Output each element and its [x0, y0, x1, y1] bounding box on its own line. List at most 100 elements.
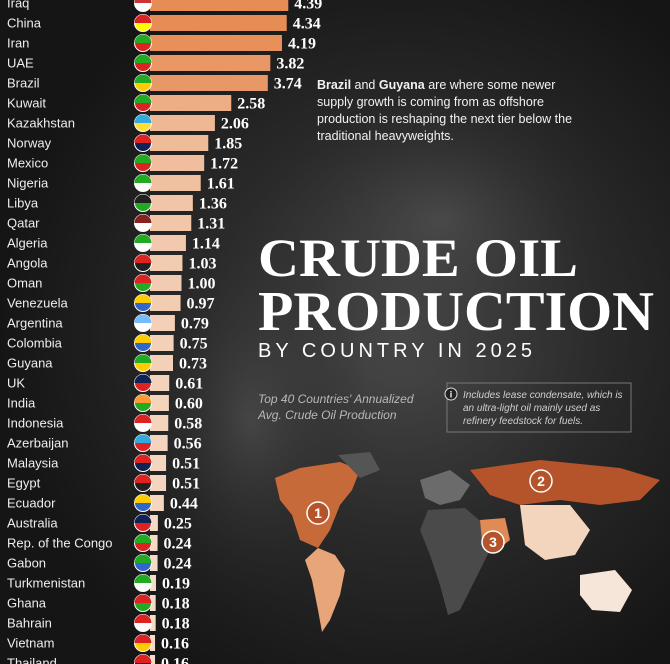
bar	[150, 15, 287, 31]
value-label: 1.03	[188, 256, 216, 273]
flag-band	[134, 514, 152, 523]
bar	[150, 575, 156, 591]
flag-band	[134, 74, 152, 83]
flag-band	[134, 0, 152, 3]
chart-title-line: PRODUCTION	[258, 281, 654, 343]
value-label: 0.97	[187, 296, 215, 313]
flag-band	[134, 34, 152, 43]
category-label: Turkmenistan	[7, 576, 85, 591]
category-label: China	[7, 16, 42, 31]
bar	[150, 555, 158, 571]
value-label: 1.85	[214, 136, 242, 153]
bar	[150, 475, 167, 491]
map-marker-label: 2	[537, 473, 545, 489]
value-label: 0.51	[172, 456, 200, 473]
value-label: 0.25	[164, 516, 192, 533]
category-label: Indonesia	[7, 416, 64, 431]
flag-band	[134, 594, 152, 603]
value-label: 0.16	[161, 636, 189, 653]
bar	[150, 255, 183, 271]
category-label: Algeria	[7, 236, 48, 251]
bar	[150, 495, 164, 511]
bar	[150, 315, 175, 331]
bar	[150, 395, 169, 411]
flag-band	[134, 614, 152, 623]
flag-band	[134, 354, 152, 363]
bar	[150, 155, 205, 171]
bar	[150, 515, 158, 531]
value-label: 1.00	[188, 276, 216, 293]
category-label: Ghana	[7, 596, 47, 611]
category-label: Bahrain	[7, 616, 52, 631]
annotation-text: and	[354, 78, 376, 92]
map-marker-label: 3	[489, 534, 497, 550]
map-region	[420, 470, 470, 505]
bar	[150, 275, 182, 291]
value-label: 0.24	[164, 536, 192, 553]
category-label: Qatar	[7, 216, 40, 231]
category-label: Gabon	[7, 556, 46, 571]
annotation-name: Brazil	[317, 78, 352, 92]
map-region	[520, 505, 590, 560]
bar	[150, 55, 271, 71]
flag-band	[134, 194, 152, 203]
category-label: Oman	[7, 276, 42, 291]
flag-band	[134, 494, 152, 503]
bar	[150, 535, 158, 551]
category-label: Azerbaijan	[7, 436, 68, 451]
bar	[150, 455, 167, 471]
bar	[150, 195, 193, 211]
bar	[150, 295, 181, 311]
category-label: Iran	[7, 36, 29, 51]
category-label: Malaysia	[7, 456, 59, 471]
flag-band	[134, 374, 152, 383]
annotation: Brazil and Guyana are where some newer s…	[317, 77, 579, 145]
value-label: 1.61	[207, 176, 235, 193]
category-label: Brazil	[7, 76, 40, 91]
value-label: 0.44	[170, 496, 198, 513]
map-region	[580, 570, 632, 612]
value-label: 3.82	[276, 56, 304, 73]
flag-band	[134, 634, 152, 643]
flag-band	[134, 414, 152, 423]
value-label: 0.73	[179, 356, 207, 373]
bar	[150, 355, 173, 371]
value-label: 4.34	[293, 16, 321, 33]
value-label: 0.18	[162, 596, 190, 613]
map-markers: 1 2 3	[306, 469, 553, 554]
value-label: 0.16	[161, 656, 189, 664]
chart-title-line: CRUDE OIL	[258, 228, 578, 288]
value-label: 0.60	[175, 396, 203, 413]
flag-band	[134, 214, 152, 223]
map-region	[420, 508, 490, 615]
flag-band	[134, 154, 152, 163]
bar	[150, 615, 156, 631]
bar	[150, 215, 192, 231]
value-label: 0.24	[164, 556, 192, 573]
category-label: Kazakhstan	[7, 116, 75, 131]
category-label: Argentina	[7, 316, 63, 331]
value-label: 1.31	[197, 216, 225, 233]
bar	[150, 635, 156, 651]
value-label: 0.58	[174, 416, 202, 433]
flag-band	[134, 234, 152, 243]
value-label: 1.36	[199, 196, 227, 213]
flag-band	[134, 274, 152, 283]
category-label: Nigeria	[7, 176, 49, 191]
value-label: 0.61	[175, 376, 203, 393]
bar	[150, 95, 232, 111]
bar	[150, 115, 215, 131]
value-label: 4.19	[288, 36, 316, 53]
flag-band	[134, 434, 152, 443]
category-label: Colombia	[7, 336, 63, 351]
value-label: 0.79	[181, 316, 209, 333]
category-label: India	[7, 396, 36, 411]
value-label: 0.19	[162, 576, 190, 593]
bar	[150, 35, 282, 51]
category-label: Guyana	[7, 356, 53, 371]
category-label: Thailand	[7, 656, 57, 664]
category-label: Venezuela	[7, 296, 68, 311]
bar	[150, 375, 170, 391]
